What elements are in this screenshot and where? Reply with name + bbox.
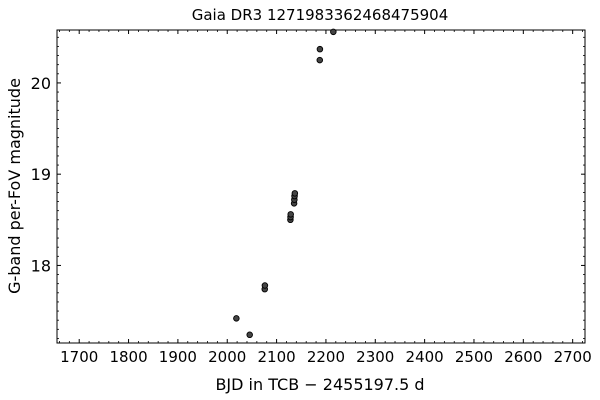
y-axis-label: G-band per-FoV magnitude	[5, 78, 24, 294]
x-tick-label: 2400	[406, 348, 444, 366]
x-tick-label: 2500	[455, 348, 493, 366]
y-tick-label: 20	[31, 74, 51, 93]
data-point	[246, 331, 253, 339]
x-minor-ticks	[59, 30, 583, 343]
data-point	[287, 211, 294, 218]
x-tick-label: 2200	[307, 348, 345, 366]
data-points	[233, 28, 337, 339]
x-tick-label: 2100	[257, 348, 295, 366]
data-point	[233, 315, 240, 322]
x-tick-label: 1900	[159, 348, 197, 366]
data-point	[261, 282, 269, 289]
data-point	[291, 190, 299, 197]
x-tick-label: 2600	[504, 348, 542, 366]
x-tick-label: 2700	[554, 348, 592, 366]
chart-title: Gaia DR3 1271983362468475904	[192, 6, 449, 24]
x-tick-label: 2000	[208, 348, 246, 366]
x-tick-label: 1800	[109, 348, 147, 366]
x-tick-label: 1700	[60, 348, 98, 366]
y-tick-labels: 18 19 20	[31, 74, 51, 276]
data-point	[330, 28, 337, 36]
plot-frame	[56, 29, 586, 344]
y-minor-ticks	[57, 36, 585, 339]
plot-area	[56, 28, 586, 344]
y-major-ticks	[57, 82, 585, 266]
y-tick-label: 18	[31, 256, 51, 275]
data-point	[316, 56, 324, 64]
x-major-ticks	[78, 30, 574, 343]
y-tick-label: 19	[31, 165, 51, 184]
x-tick-labels: 1700 1800 1900 2000 2100 2200 2300 2400 2500 2600…	[60, 348, 592, 366]
x-axis-label: BJD in TCB − 2455197.5 d	[215, 375, 424, 394]
data-point	[316, 45, 324, 53]
x-tick-label: 2300	[356, 348, 394, 366]
